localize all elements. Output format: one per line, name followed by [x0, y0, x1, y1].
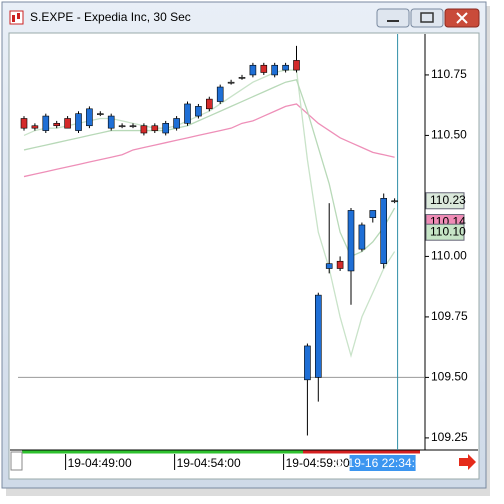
candle-body [282, 64, 289, 71]
y-tick-label: 110.50 [431, 128, 467, 142]
scroll-box[interactable] [10, 451, 23, 471]
moving-average-line [23, 79, 396, 258]
price-tag-label: 110.23 [430, 193, 466, 207]
app-icon-bar [17, 13, 20, 19]
price-tag-label: 110.10 [430, 224, 466, 238]
candle-body [31, 125, 39, 129]
candle-body [304, 345, 311, 381]
candle-body [227, 81, 235, 84]
y-tick-label: 109.25 [431, 430, 468, 444]
candle-body [75, 113, 82, 131]
price-tag [425, 223, 465, 241]
candle-body [140, 125, 148, 134]
candle-body [195, 106, 202, 117]
x-tick-label: 19-04:49:00 [68, 456, 132, 470]
candle-body [249, 64, 257, 76]
candle-body [336, 260, 344, 269]
cursor-label-bg [349, 455, 416, 471]
candle-body [293, 60, 300, 71]
x-tick-label: 19-04:59:00 [286, 456, 350, 470]
candle-body [325, 263, 333, 269]
candle-body [173, 118, 180, 129]
candle-body [238, 77, 246, 79]
candle-body [64, 118, 71, 129]
candle-body [129, 125, 137, 128]
y-tick-label: 110.75 [431, 67, 467, 81]
price-tag [425, 192, 465, 210]
y-tick-label: 109.50 [431, 370, 468, 384]
candle-body [271, 64, 279, 76]
candle-body [184, 103, 191, 124]
plot: 109.25 109.50 109.75 110.00 110.50 110.75 19-0… [18, 34, 468, 471]
candle-body [206, 98, 213, 110]
app-icon-bar [12, 15, 15, 22]
candle-body [20, 118, 28, 129]
candle-body [42, 115, 50, 131]
candle-body [380, 198, 388, 264]
candle-body [369, 210, 377, 218]
moving-average-line [23, 103, 395, 178]
y-tick-label: 109.75 [431, 309, 468, 323]
candle-body [260, 64, 268, 73]
candle-body [358, 224, 366, 250]
candle-body [53, 123, 61, 127]
candle-body [391, 200, 398, 203]
scroll-right-arrow[interactable] [459, 454, 476, 470]
candle-body [314, 294, 322, 378]
window-title: S.EXPE - Expedia Inc, 30 Sec [30, 10, 191, 24]
minimize-button[interactable] [376, 8, 410, 28]
candle-body [86, 108, 93, 127]
candle-body [347, 210, 355, 272]
candle-body [107, 115, 115, 129]
candle-body [216, 86, 224, 102]
app-icon [9, 10, 24, 25]
x-tick-label: 19-04:54:00 [177, 456, 241, 470]
maximize-button[interactable] [410, 8, 444, 28]
candle-body [97, 113, 104, 115]
y-tick-label: 110.00 [431, 249, 467, 263]
candle-body [151, 125, 159, 131]
close-icon [456, 12, 468, 24]
candle-body [118, 125, 126, 128]
client-area [8, 32, 480, 480]
maximize-icon [420, 12, 434, 23]
candle-body [162, 123, 169, 134]
cursor-label: 5-19-16 22:34:00 [337, 456, 429, 470]
